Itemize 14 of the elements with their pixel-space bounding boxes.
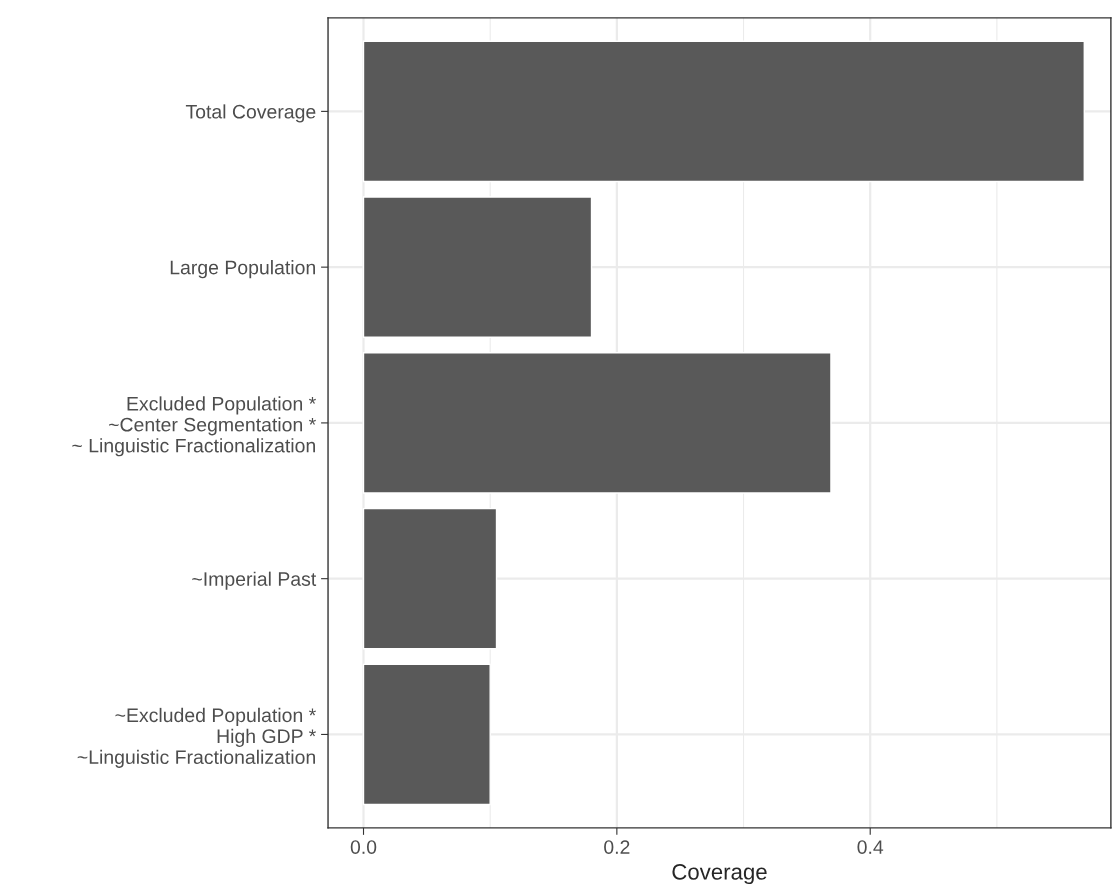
bar (362, 663, 491, 806)
bar (362, 352, 832, 494)
y-tick-label: ~Imperial Past (192, 571, 317, 590)
bar (362, 40, 1085, 183)
bar (362, 507, 498, 650)
y-tick-label: Excluded Population * ~Center Segmentation * ~ Linguistic Fractionalization (72, 396, 316, 457)
x-tick-label: 0.4 (857, 840, 884, 854)
bar (362, 196, 593, 338)
y-tick-label: ~Excluded Population * High GDP * ~Linguistic Fractionalization (77, 707, 316, 768)
x-tick-label: 0.2 (604, 840, 630, 854)
y-tick-label: Large Population (170, 260, 315, 279)
x-tick-label: 0.0 (350, 840, 377, 854)
x-axis-title: Coverage (672, 863, 767, 885)
y-tick-label: Total Coverage (185, 104, 316, 123)
